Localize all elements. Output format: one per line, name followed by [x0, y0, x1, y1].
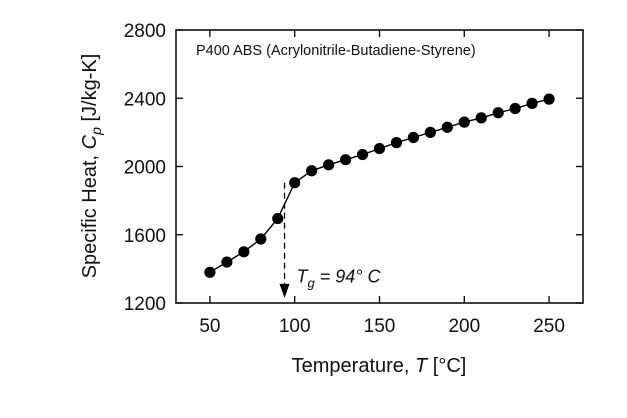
data-point — [306, 165, 318, 177]
data-point — [204, 266, 216, 278]
data-point — [255, 233, 267, 245]
tg-label-value: = 94° C — [315, 267, 382, 287]
data-point — [492, 107, 504, 119]
data-point — [272, 212, 284, 225]
y-axis-title-unit: [J/kg-K] — [79, 54, 101, 127]
x-axis-title: Temperature, T [°C] — [292, 355, 467, 377]
y-axis: 1200 1600 2000 2400 2800 — [124, 21, 583, 315]
x-tick-label: 250 — [533, 316, 565, 337]
tg-label: Tg = 94° C — [297, 267, 382, 291]
y-tick-label: 2000 — [124, 158, 166, 179]
y-tick-label: 1200 — [124, 294, 166, 315]
x-tick-label: 100 — [279, 316, 311, 337]
data-point — [339, 154, 352, 166]
data-point — [323, 159, 335, 171]
data-point — [526, 97, 538, 109]
data-point — [221, 256, 233, 268]
data-point — [509, 102, 521, 115]
y-axis-title-prefix: Specific Heat, — [79, 149, 101, 278]
x-tick-label: 200 — [448, 316, 480, 337]
data-point — [424, 126, 436, 138]
series-line — [209, 98, 550, 273]
y-tick-label: 1600 — [124, 226, 166, 247]
data-point — [356, 148, 369, 161]
y-axis-title-subscript: p — [88, 127, 104, 136]
data-point — [373, 142, 386, 155]
plot-area-frame — [175, 29, 584, 304]
data-point — [390, 137, 403, 149]
tg-label-symbol: T — [297, 267, 310, 287]
data-point — [407, 131, 420, 144]
x-axis: 50 100 150 200 250 — [199, 30, 565, 337]
data-point — [441, 121, 453, 133]
y-tick-label: 2800 — [124, 21, 166, 42]
data-point — [238, 246, 250, 258]
chart-title: P400 ABS (Acrylonitrile-Butadiene-Styren… — [196, 43, 476, 59]
y-axis-title: Specific Heat, Cp [J/kg-K] — [79, 54, 104, 279]
y-tick-label: 2400 — [124, 89, 166, 110]
y-axis-title-symbol: C — [79, 134, 101, 149]
tg-label-subscript: g — [308, 276, 316, 291]
data-point — [458, 116, 470, 128]
x-tick-label: 150 — [364, 316, 396, 337]
x-axis-title-symbol: T — [415, 355, 429, 377]
tg-annotation: Tg = 94° C — [279, 182, 382, 298]
x-axis-title-unit: [°C] — [427, 355, 466, 377]
series-points — [204, 93, 555, 278]
data-point — [475, 112, 487, 124]
x-axis-title-prefix: Temperature, — [292, 355, 415, 377]
tg-arrowhead — [279, 283, 290, 298]
data-point — [543, 93, 555, 105]
x-tick-label: 50 — [199, 316, 220, 337]
data-point — [289, 177, 301, 189]
